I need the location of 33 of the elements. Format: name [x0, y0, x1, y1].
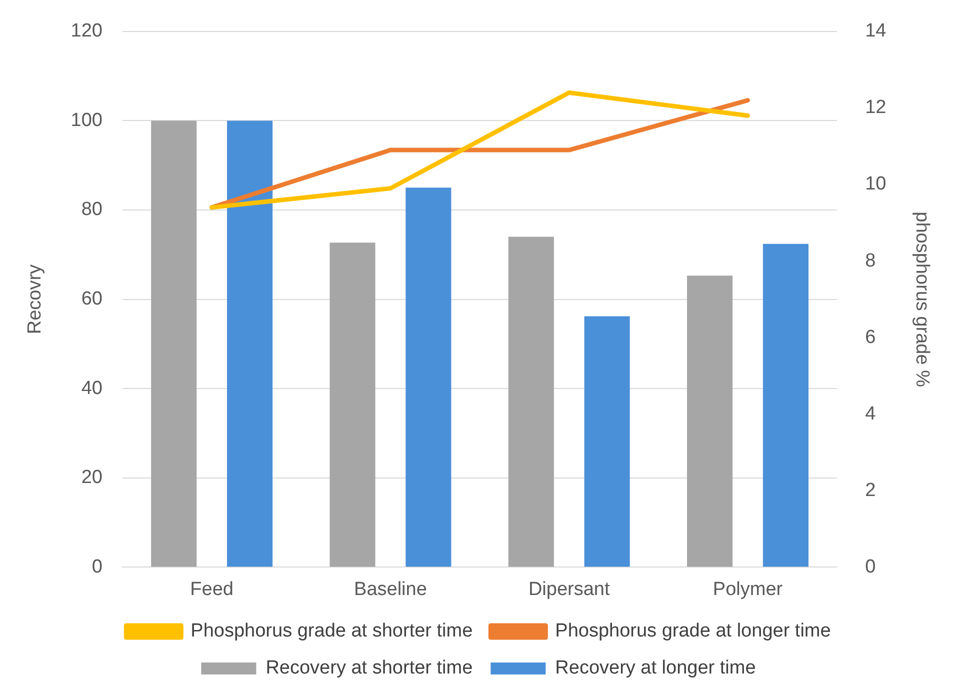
x-tick-label: Dipersant	[528, 578, 610, 600]
y-tick-label: 40	[81, 378, 102, 399]
bar	[508, 236, 554, 567]
legend-label: Phosphorus grade at shorter time	[190, 620, 473, 642]
bar	[227, 120, 273, 567]
y2-tick-label: 6	[865, 326, 876, 348]
y-tick-label: 120	[70, 20, 102, 42]
y2-tick-label: 8	[865, 250, 876, 272]
y2-tick-label: 10	[865, 174, 886, 195]
x-tick-label: Feed	[190, 578, 234, 600]
y2-axis-title: phosphorus grade %	[911, 212, 932, 388]
y-tick-label: 0	[92, 556, 102, 578]
y-tick-label: 60	[81, 288, 102, 310]
y2-tick-label: 4	[865, 403, 876, 424]
bar	[687, 276, 733, 567]
bar	[151, 120, 197, 567]
y-axis-title: Recovry	[24, 264, 46, 334]
bar	[330, 242, 376, 567]
y-tick-label: 80	[81, 199, 102, 220]
y2-tick-label: 2	[865, 480, 876, 501]
x-tick-label: Polymer	[712, 578, 784, 600]
bar	[762, 244, 808, 567]
y-tick-label: 100	[70, 110, 102, 131]
legend-label: Recovery at shorter time	[266, 658, 473, 679]
legend-label: Phosphorus grade at longer time	[555, 620, 831, 642]
legend-label: Recovery at longer time	[555, 658, 756, 679]
bar	[584, 316, 630, 567]
y2-tick-label: 14	[865, 20, 887, 42]
y-tick-label: 20	[81, 467, 102, 488]
bar	[406, 188, 452, 567]
y2-tick-label: 12	[865, 97, 886, 118]
x-tick-label: Baseline	[354, 578, 427, 600]
y2-tick-label: 0	[865, 556, 876, 578]
